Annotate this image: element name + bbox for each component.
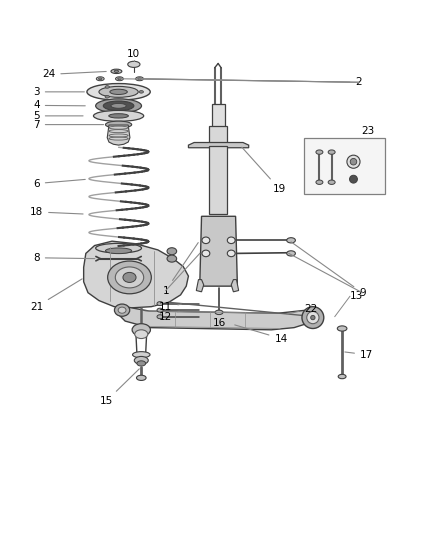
Text: 11: 11 — [159, 302, 181, 312]
Ellipse shape — [99, 86, 138, 98]
Text: 5: 5 — [33, 111, 83, 121]
Ellipse shape — [338, 374, 346, 379]
Text: 10: 10 — [127, 49, 141, 59]
Ellipse shape — [105, 86, 110, 88]
Ellipse shape — [347, 155, 360, 168]
Ellipse shape — [157, 302, 163, 305]
Ellipse shape — [215, 310, 223, 314]
Text: 2: 2 — [143, 77, 362, 87]
Ellipse shape — [287, 251, 295, 256]
Ellipse shape — [116, 77, 124, 80]
Text: 12: 12 — [159, 311, 179, 322]
Text: 18: 18 — [30, 207, 83, 217]
Bar — [212, 104, 225, 127]
Ellipse shape — [202, 250, 210, 257]
Ellipse shape — [134, 357, 148, 364]
Polygon shape — [107, 125, 130, 145]
Ellipse shape — [87, 84, 150, 100]
Text: 1: 1 — [162, 243, 198, 295]
Ellipse shape — [106, 121, 132, 128]
Ellipse shape — [307, 311, 319, 324]
Ellipse shape — [202, 237, 210, 244]
Ellipse shape — [350, 158, 357, 165]
Ellipse shape — [93, 110, 144, 122]
Ellipse shape — [227, 250, 235, 257]
Text: 15: 15 — [100, 369, 139, 406]
Bar — [209, 126, 227, 144]
Ellipse shape — [337, 326, 347, 331]
Text: 23: 23 — [361, 126, 374, 136]
Text: 21: 21 — [30, 279, 82, 312]
Polygon shape — [200, 216, 237, 286]
Text: 24: 24 — [42, 69, 106, 79]
Polygon shape — [84, 241, 188, 308]
Ellipse shape — [114, 70, 119, 72]
Ellipse shape — [167, 255, 177, 262]
Ellipse shape — [137, 375, 146, 381]
Ellipse shape — [316, 180, 323, 184]
Ellipse shape — [123, 272, 136, 282]
Polygon shape — [231, 280, 239, 292]
Ellipse shape — [167, 248, 177, 255]
Ellipse shape — [105, 95, 110, 98]
Ellipse shape — [106, 248, 132, 254]
Ellipse shape — [109, 114, 128, 118]
Ellipse shape — [328, 150, 335, 154]
Ellipse shape — [157, 308, 163, 312]
Ellipse shape — [316, 150, 323, 154]
Text: 7: 7 — [33, 119, 103, 130]
Ellipse shape — [95, 244, 141, 253]
Text: 3: 3 — [33, 87, 85, 97]
Ellipse shape — [95, 99, 141, 113]
Ellipse shape — [227, 237, 235, 244]
Ellipse shape — [128, 61, 140, 67]
Text: 14: 14 — [235, 325, 288, 344]
Ellipse shape — [137, 361, 146, 366]
Ellipse shape — [103, 101, 134, 111]
Text: 8: 8 — [33, 253, 95, 263]
Text: 9: 9 — [291, 242, 366, 298]
Ellipse shape — [111, 103, 126, 108]
Ellipse shape — [115, 267, 144, 288]
Text: 4: 4 — [33, 100, 85, 110]
Text: 19: 19 — [242, 147, 286, 194]
Bar — [304, 138, 385, 195]
Ellipse shape — [108, 261, 151, 294]
Ellipse shape — [111, 69, 122, 74]
Ellipse shape — [96, 77, 104, 80]
Polygon shape — [119, 306, 315, 330]
Ellipse shape — [287, 238, 295, 243]
Polygon shape — [188, 142, 249, 148]
Ellipse shape — [132, 324, 150, 336]
Ellipse shape — [138, 78, 141, 79]
Text: 16: 16 — [213, 318, 226, 328]
Ellipse shape — [350, 175, 357, 183]
Ellipse shape — [328, 180, 335, 184]
Ellipse shape — [139, 91, 144, 93]
Polygon shape — [196, 280, 204, 292]
Ellipse shape — [157, 315, 163, 319]
Text: 17: 17 — [345, 350, 373, 360]
Ellipse shape — [110, 89, 127, 94]
Ellipse shape — [136, 77, 144, 80]
Ellipse shape — [118, 78, 121, 79]
Ellipse shape — [302, 306, 324, 328]
Ellipse shape — [99, 78, 102, 79]
Text: 22: 22 — [287, 304, 317, 314]
Text: 6: 6 — [33, 179, 85, 189]
Ellipse shape — [311, 316, 315, 320]
Ellipse shape — [118, 307, 126, 313]
Ellipse shape — [114, 304, 130, 316]
Bar — [209, 147, 227, 214]
Text: 13: 13 — [350, 291, 363, 301]
Ellipse shape — [135, 330, 148, 338]
Ellipse shape — [133, 352, 150, 358]
